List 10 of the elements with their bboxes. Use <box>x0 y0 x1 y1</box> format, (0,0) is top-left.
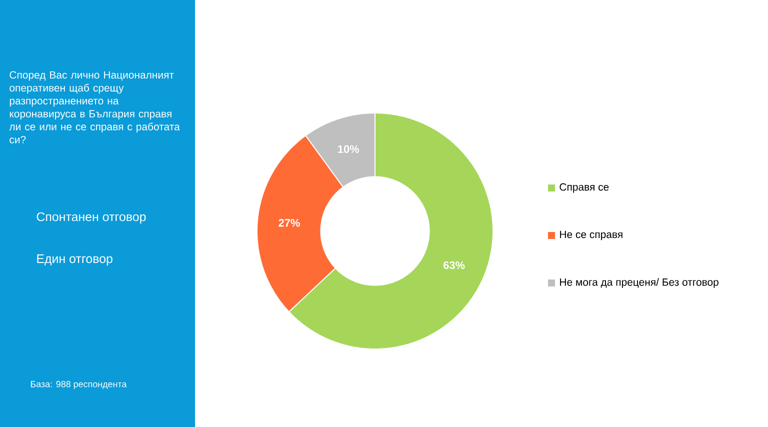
data-label: 27% <box>278 219 300 227</box>
legend-label: Не мога да преценя/ Без отговор <box>560 278 718 288</box>
text: Един отговор <box>37 254 112 266</box>
text: База: 988 респондента <box>30 380 127 390</box>
legend-label: Справя се <box>560 183 609 193</box>
text: Според Вас лично Националният оперативен щаб срещу разпространението на коронавируса в България справя ли се или не се справя с работата си? <box>9 71 180 144</box>
data-label: 63% <box>444 261 465 270</box>
text: Спонтанен отговор <box>36 212 146 224</box>
legend-label: Не се справя <box>560 230 622 240</box>
data-label: 10% <box>338 145 360 153</box>
